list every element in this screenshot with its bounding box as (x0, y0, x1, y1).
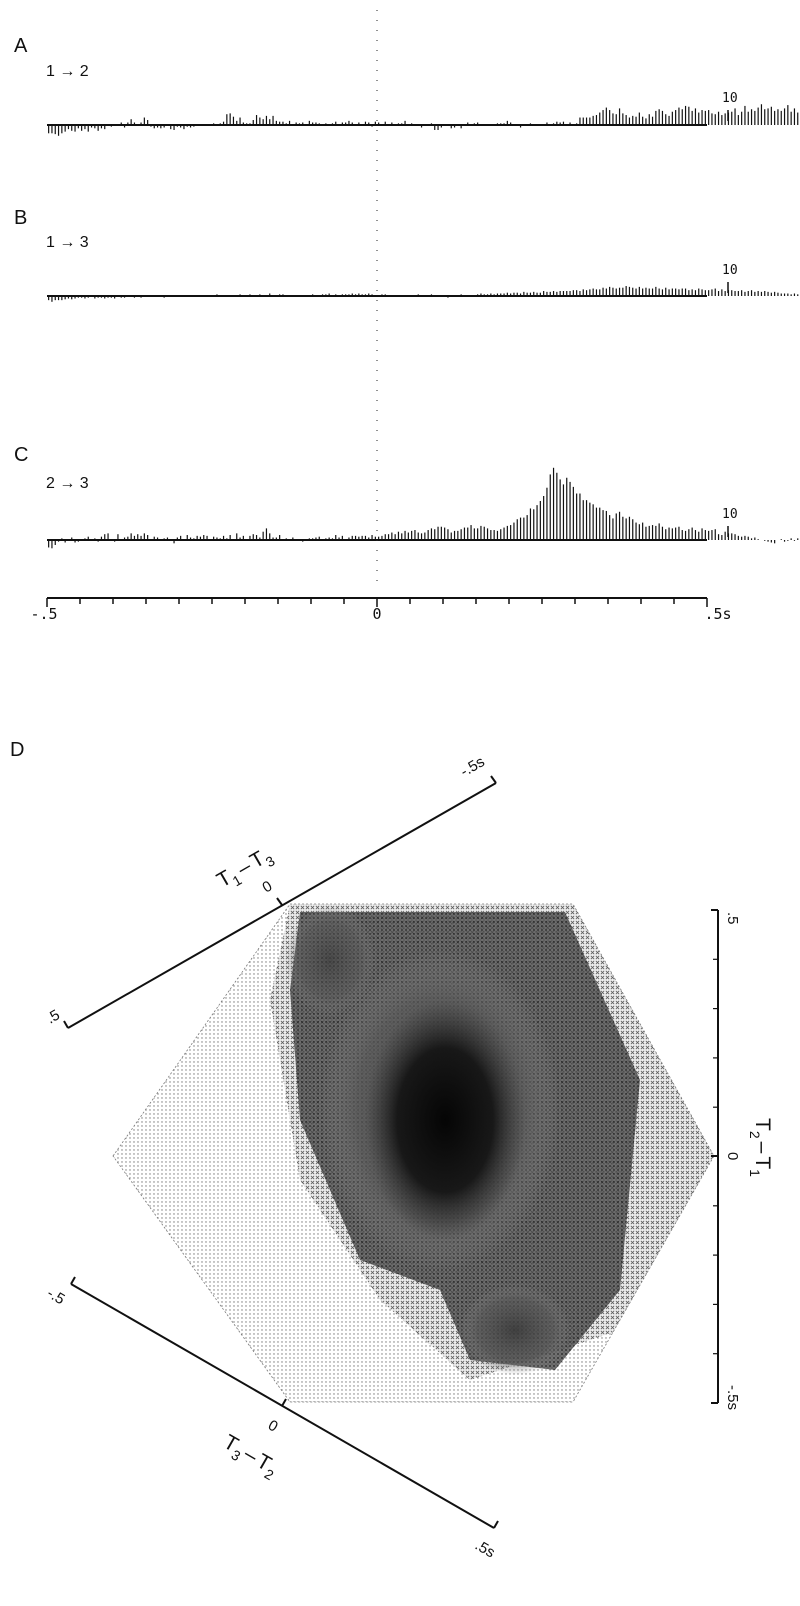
panel-c-pair-label: 2 → 3 (46, 475, 89, 492)
axis-t1-t3-max-label: -.5s (458, 753, 488, 780)
axis-t3-t2-label: T3–T2 (218, 1430, 283, 1483)
time-tick-label-zero: 0 (372, 605, 381, 623)
time-tick-label-min: -.5 (30, 605, 57, 623)
axis-t3-t2-end-tick (493, 1520, 499, 1529)
axis-t1-t3-end-tick (63, 1020, 69, 1029)
panel-c: C 2 → 3 10 (14, 444, 799, 549)
axis-t3-t2-zero-label: 0 (265, 1417, 281, 1436)
density-secondary-peak (460, 1285, 570, 1375)
axis-t1-t3-zero-tick (276, 897, 283, 906)
panel-b-bars (48, 286, 799, 302)
time-tick-label-max: .5s (704, 605, 731, 623)
axis-t1-t3-zero-label: 0 (260, 878, 276, 897)
density-upper-left-patch (285, 905, 375, 1015)
joint-density-hexagon (112, 903, 715, 1403)
axis-t3-t2-zero-tick (281, 1398, 287, 1407)
panel-a-scale-label: 10 (722, 91, 738, 106)
axis-t2-t1: T2–T1 0 .5 -.5s (711, 909, 774, 1410)
panel-c-scale-label: 10 (722, 507, 738, 522)
axis-t1-t3-end-tick (490, 775, 497, 784)
panel-a-letter: A (14, 35, 28, 57)
density-peak (365, 1000, 525, 1240)
axis-t3-t2-min-label: -.5 (44, 1285, 68, 1308)
axis-t2-t1-ticks (713, 958, 718, 1355)
panel-b: B 1 → 3 10 (14, 207, 799, 302)
panel-d: D T1–T3 0 .5 -.5s (10, 739, 774, 1561)
panel-a-pair-label: 1 → 2 (46, 63, 89, 80)
axis-t2-t1-zero-label: 0 (724, 1152, 741, 1160)
panel-c-letter: C (14, 444, 28, 466)
axis-t2-t1-max-label: .5 (724, 912, 741, 925)
panel-d-letter: D (10, 739, 24, 761)
panel-b-letter: B (14, 207, 27, 229)
time-axis: -.5 0 .5s (30, 597, 732, 623)
panel-b-pair-label: 1 → 3 (46, 234, 89, 251)
axis-t3-t2-max-label: .5s (472, 1537, 498, 1562)
axis-t1-t3-line (67, 782, 497, 1029)
panel-c-bars (48, 467, 799, 549)
axis-t2-t1-label: T2–T1 (747, 1118, 774, 1177)
panel-a: A 1 → 2 10 (14, 35, 799, 136)
panel-b-scale-label: 10 (722, 263, 738, 278)
axis-t3-t2-end-tick (70, 1276, 76, 1285)
time-axis-ticks (46, 598, 708, 607)
axis-t1-t3-min-label: .5 (44, 1006, 63, 1027)
axis-t2-t1-min-label: -.5s (724, 1385, 741, 1410)
panel-a-bars (48, 104, 799, 136)
